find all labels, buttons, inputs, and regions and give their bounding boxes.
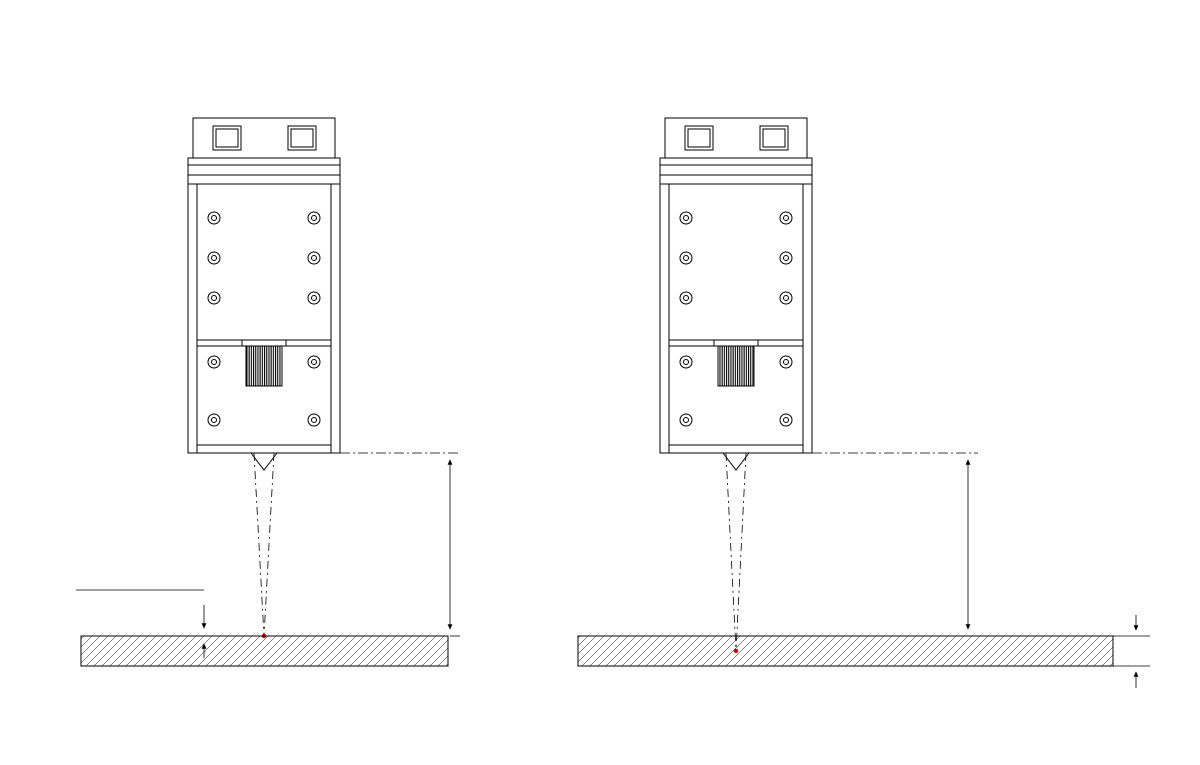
screw-icon [208, 212, 220, 426]
cutting-module [660, 118, 812, 470]
cutting-depth-dim [1113, 615, 1150, 688]
cutting-beam [726, 453, 746, 651]
cutting-focus-dim [812, 453, 978, 629]
screw-icon [308, 212, 320, 426]
engraving-beam [254, 453, 274, 636]
engraving-focus-dim [340, 453, 460, 636]
diagram-svg [0, 0, 1200, 765]
engraving-module [188, 118, 340, 470]
cutting-wood [578, 636, 1113, 666]
engraving-wood [81, 636, 448, 666]
